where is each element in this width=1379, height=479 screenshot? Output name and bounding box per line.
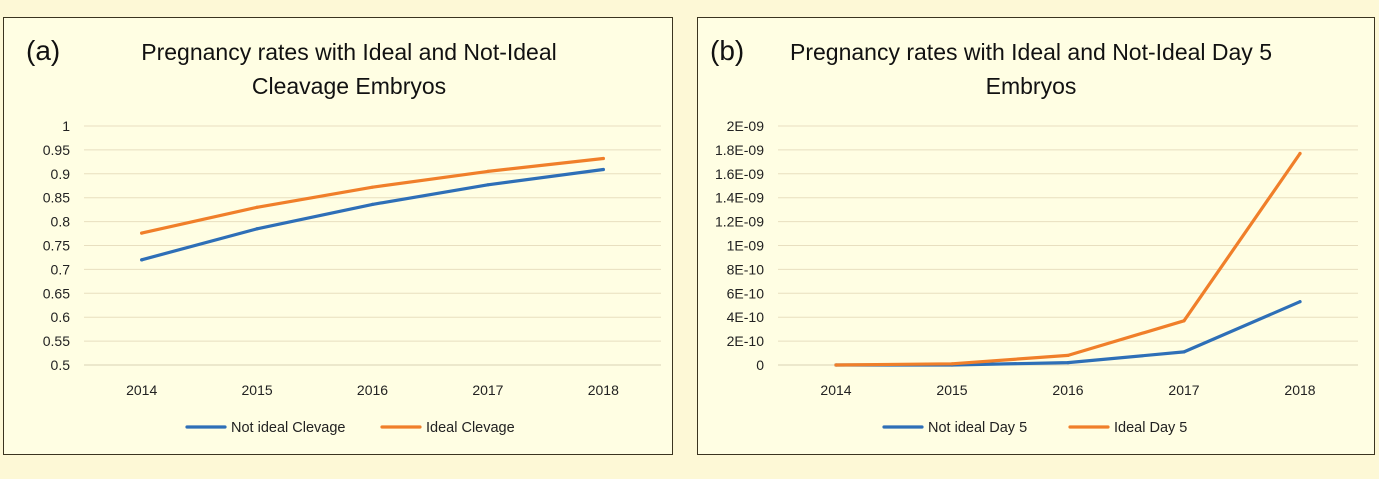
y-tick-label: 1.6E-09 [715, 166, 764, 182]
legend-label: Not ideal Day 5 [928, 420, 1027, 436]
chart-panel-a: (a) Pregnancy rates with Ideal and Not-Id… [3, 17, 673, 455]
x-tick-label: 2014 [126, 382, 157, 398]
y-tick-label: 0.65 [43, 285, 70, 301]
x-tick-label: 2017 [472, 382, 503, 398]
x-tick-label: 2014 [820, 382, 851, 398]
y-tick-label: 0.95 [43, 142, 70, 158]
y-tick-label: 0.6 [51, 309, 71, 325]
x-tick-label: 2015 [242, 382, 273, 398]
panel-label: (b) [710, 35, 744, 66]
data-point [486, 169, 490, 174]
data-point [140, 231, 144, 235]
legend-label: Not ideal Clevage [231, 420, 345, 436]
series-line-not-ideal [140, 167, 605, 262]
y-tick-label: 0.5 [51, 357, 71, 373]
y-tick-label: 1.2E-09 [715, 214, 764, 230]
data-point [1298, 300, 1302, 304]
data-point [140, 258, 144, 262]
y-tick-label: 0.7 [51, 261, 71, 277]
chart-title-line-2: Cleavage Embryos [252, 73, 446, 99]
y-tick-label: 1.4E-09 [715, 190, 764, 206]
x-tick-label: 2016 [357, 382, 388, 398]
data-point [950, 362, 954, 366]
data-point [601, 167, 605, 172]
data-point [601, 156, 605, 161]
data-point [1298, 151, 1302, 156]
x-tick-label: 2016 [1052, 382, 1083, 398]
y-tick-label: 0.75 [43, 238, 70, 254]
chart-b-svg: (b) Pregnancy rates with Ideal and Not-Id… [710, 35, 1358, 436]
chart-a-svg: (a) Pregnancy rates with Ideal and Not-Id… [26, 35, 661, 436]
chart-title-line-1: Pregnancy rates with Ideal and Not-Ideal… [790, 39, 1272, 65]
chart-title-line-1: Pregnancy rates with Ideal and Not-Ideal [141, 39, 557, 65]
data-point [1066, 361, 1070, 365]
x-tick-label: 2018 [588, 382, 619, 398]
y-tick-label: 1.8E-09 [715, 142, 764, 158]
data-point [1182, 319, 1186, 323]
chart-title-line-2: Embryos [986, 73, 1077, 99]
data-point [486, 183, 490, 187]
data-point [370, 185, 375, 189]
y-tick-label: 2E-10 [727, 333, 765, 349]
y-tick-label: 2E-09 [727, 118, 765, 134]
legend-label: Ideal Day 5 [1114, 420, 1187, 436]
y-tick-label: 0.55 [43, 333, 70, 349]
y-tick-label: 1 [62, 118, 70, 134]
x-tick-label: 2017 [1168, 382, 1199, 398]
y-tick-label: 0.9 [51, 166, 71, 182]
y-tick-label: 0.8 [51, 214, 71, 230]
data-point [255, 205, 259, 209]
chart-panel-b: (b) Pregnancy rates with Ideal and Not-Id… [697, 17, 1375, 455]
data-point [834, 363, 838, 367]
data-point [370, 202, 375, 206]
y-tick-label: 0 [756, 357, 764, 373]
data-point [1182, 350, 1186, 354]
data-point [1066, 353, 1070, 358]
panel-label: (a) [26, 35, 60, 66]
x-tick-label: 2015 [936, 382, 967, 398]
y-tick-label: 8E-10 [727, 261, 765, 277]
y-tick-label: 6E-10 [727, 285, 765, 301]
y-tick-label: 1E-09 [727, 238, 765, 254]
legend-label: Ideal Clevage [426, 420, 515, 436]
data-point [255, 227, 259, 231]
y-tick-label: 0.85 [43, 190, 70, 206]
y-tick-label: 4E-10 [727, 309, 765, 325]
x-tick-label: 2018 [1284, 382, 1315, 398]
